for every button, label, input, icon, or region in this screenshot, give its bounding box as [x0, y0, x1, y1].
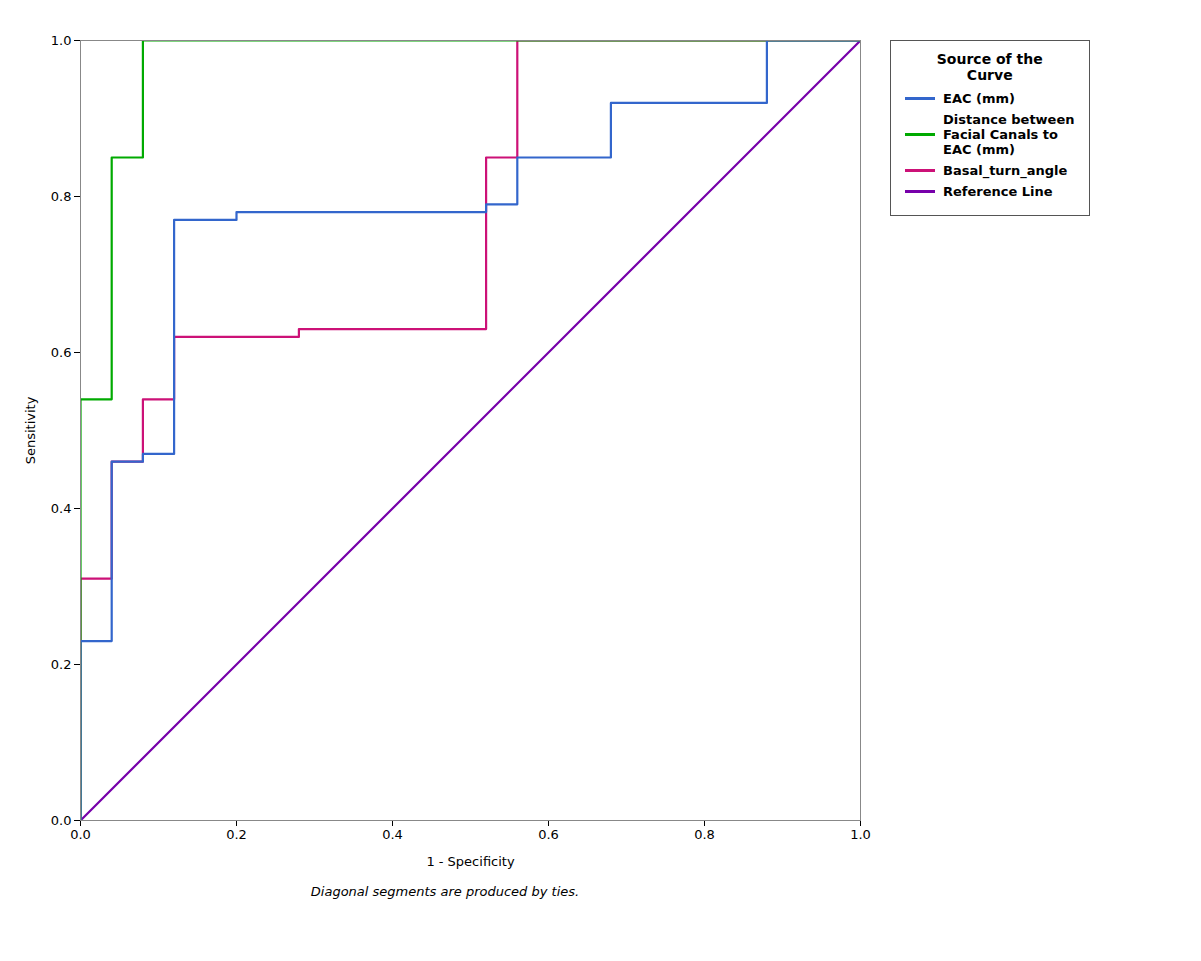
- svg-text:0.4: 0.4: [51, 501, 72, 516]
- svg-text:0.8: 0.8: [694, 827, 715, 842]
- svg-text:0.6: 0.6: [51, 345, 72, 360]
- svg-text:0.2: 0.2: [226, 827, 247, 842]
- svg-text:Sensitivity: Sensitivity: [23, 396, 38, 464]
- html-text:Basal_turn_angle: Basal_turn_angle: [943, 163, 1068, 178]
- html-text:Diagonal segments are produced: Diagonal segments are produced by ties.: [310, 884, 580, 899]
- svg-text:0.0: 0.0: [70, 827, 91, 842]
- svg-text:1.0: 1.0: [51, 33, 72, 48]
- svg-text:0.4: 0.4: [382, 827, 403, 842]
- html-text:EAC (mm): EAC (mm): [943, 91, 1015, 106]
- html-text:Source of the Curve: Source of the Curve: [936, 51, 1043, 83]
- svg-text:1.0: 1.0: [850, 827, 871, 842]
- html-text:Distance between Facial Canals: Distance between Facial Canals to EAC (m…: [943, 112, 1075, 157]
- svg-text:0.6: 0.6: [538, 827, 559, 842]
- svg-text:0.2: 0.2: [51, 657, 72, 672]
- svg-text:0.8: 0.8: [51, 189, 72, 204]
- svg-text:1 - Specificity: 1 - Specificity: [426, 854, 515, 869]
- svg-text:0.0: 0.0: [51, 813, 72, 828]
- html-text:Reference Line: Reference Line: [943, 184, 1053, 199]
